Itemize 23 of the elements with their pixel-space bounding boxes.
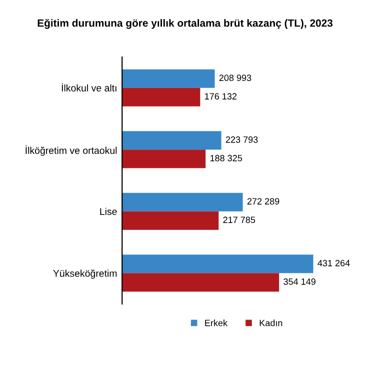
- chart-title: Eğitim durumuna göre yıllık ortalama brüt kazanç (TL), 2023: [38, 19, 333, 29]
- data-label: 217 785: [223, 216, 256, 224]
- bar: [122, 254, 314, 274]
- data-label: 188 325: [210, 154, 242, 162]
- bar: [122, 69, 215, 88]
- bar: [122, 273, 280, 292]
- bar: [122, 192, 243, 212]
- data-label: 354 149: [284, 278, 316, 285]
- bar: [122, 88, 200, 106]
- y-tick-label: Yükseköğretim: [53, 270, 117, 279]
- data-label: 176 132: [205, 93, 237, 100]
- y-tick-label: İlkokul ve altı: [62, 82, 116, 92]
- bar: [122, 150, 206, 168]
- legend-label: Kadın: [260, 320, 282, 326]
- data-label: 431 264: [318, 260, 350, 266]
- data-label: 272 289: [247, 198, 280, 205]
- y-tick-label: İlköğretim ve ortaokul: [26, 145, 117, 156]
- data-label: 208 993: [219, 74, 252, 82]
- data-label: 223 793: [226, 136, 258, 143]
- bar: [122, 211, 219, 230]
- bar: [122, 131, 222, 150]
- legend-label: Erkek: [205, 320, 228, 326]
- y-tick-label: Lise: [100, 208, 117, 215]
